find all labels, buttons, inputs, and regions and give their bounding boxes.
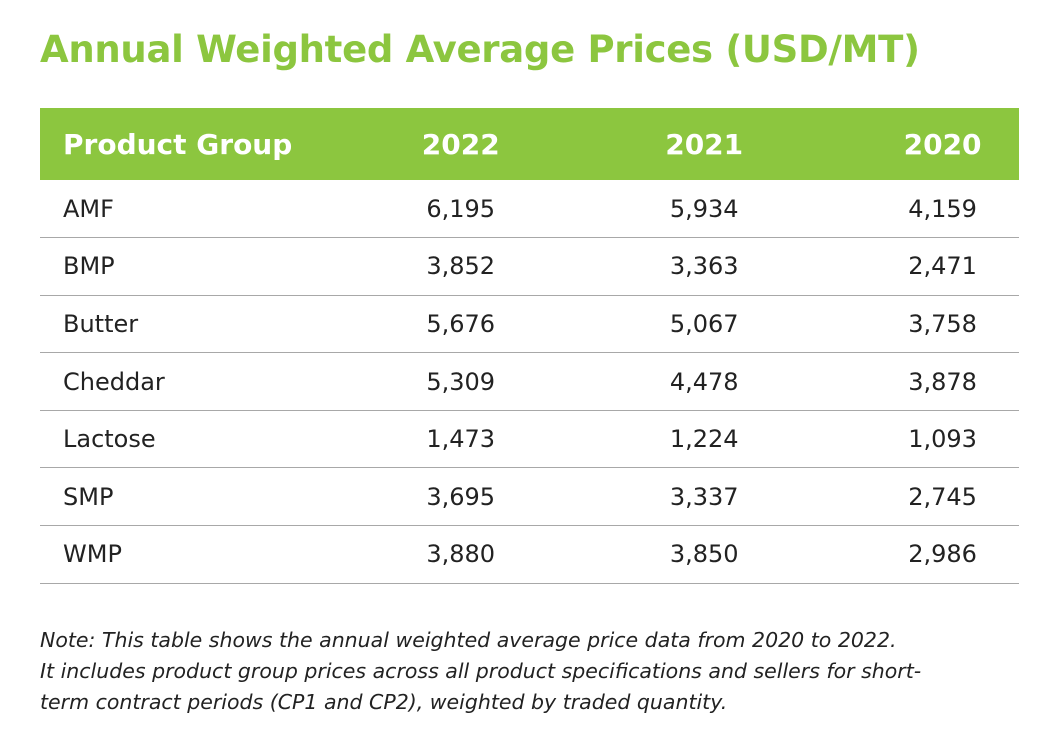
table-note: Note: This table shows the annual weight… xyxy=(40,625,1000,718)
table-row: AMF 6,195 5,934 4,159 xyxy=(40,180,1019,238)
note-line-2: It includes product group prices across … xyxy=(40,659,922,683)
cell-2020: 3,878 xyxy=(908,367,977,396)
cell-2020: 2,986 xyxy=(908,540,977,569)
table-row: WMP 3,880 3,850 2,986 xyxy=(40,526,1019,584)
cell-2022: 3,852 xyxy=(426,252,496,281)
cell-2021: 3,850 xyxy=(669,540,739,569)
table-body: AMF 6,195 5,934 4,159 BMP 3,852 3,363 2,… xyxy=(40,180,1019,584)
table-row: Butter 5,676 5,067 3,758 xyxy=(40,295,1019,353)
cell-2020: 2,745 xyxy=(908,482,977,511)
header-2022: 2022 xyxy=(421,127,500,161)
cell-2022: 3,880 xyxy=(426,540,496,569)
cell-2020: 3,758 xyxy=(908,309,977,338)
price-table: Product Group 2022 2021 2020 AMF 6,195 5… xyxy=(40,108,1019,584)
cell-product: Butter xyxy=(63,309,139,338)
table-header: Product Group 2022 2021 2020 xyxy=(40,108,1019,180)
header-product-group: Product Group xyxy=(63,127,293,161)
table-row: Cheddar 5,309 4,478 3,878 xyxy=(40,353,1019,411)
cell-product: Cheddar xyxy=(63,367,165,396)
header-2021: 2021 xyxy=(665,127,744,161)
cell-2022: 3,695 xyxy=(426,482,496,511)
cell-product: WMP xyxy=(63,540,122,569)
cell-2020: 4,159 xyxy=(908,194,977,223)
note-line-3: term contract periods (CP1 and CP2), wei… xyxy=(40,690,728,714)
cell-2020: 1,093 xyxy=(908,425,977,454)
table-row: BMP 3,852 3,363 2,471 xyxy=(40,238,1019,296)
cell-product: BMP xyxy=(63,252,115,281)
cell-product: Lactose xyxy=(63,425,156,454)
cell-2022: 5,676 xyxy=(426,309,496,338)
cell-2021: 5,934 xyxy=(669,194,739,223)
cell-product: SMP xyxy=(63,482,114,511)
cell-2020: 2,471 xyxy=(908,252,977,281)
note-line-1: Note: This table shows the annual weight… xyxy=(40,628,897,652)
cell-2021: 3,363 xyxy=(669,252,739,281)
table-row: SMP 3,695 3,337 2,745 xyxy=(40,468,1019,526)
cell-2022: 1,473 xyxy=(426,425,496,454)
page-title: Annual Weighted Average Prices (USD/MT) xyxy=(40,28,920,71)
table-header-row: Product Group 2022 2021 2020 xyxy=(40,108,1019,180)
cell-2021: 1,224 xyxy=(669,425,739,454)
cell-product: AMF xyxy=(63,194,114,223)
cell-2022: 5,309 xyxy=(426,367,496,396)
cell-2022: 6,195 xyxy=(426,194,496,223)
table-row: Lactose 1,473 1,224 1,093 xyxy=(40,410,1019,468)
cell-2021: 4,478 xyxy=(669,367,739,396)
header-2020: 2020 xyxy=(903,127,982,161)
cell-2021: 3,337 xyxy=(669,482,739,511)
cell-2021: 5,067 xyxy=(669,309,739,338)
